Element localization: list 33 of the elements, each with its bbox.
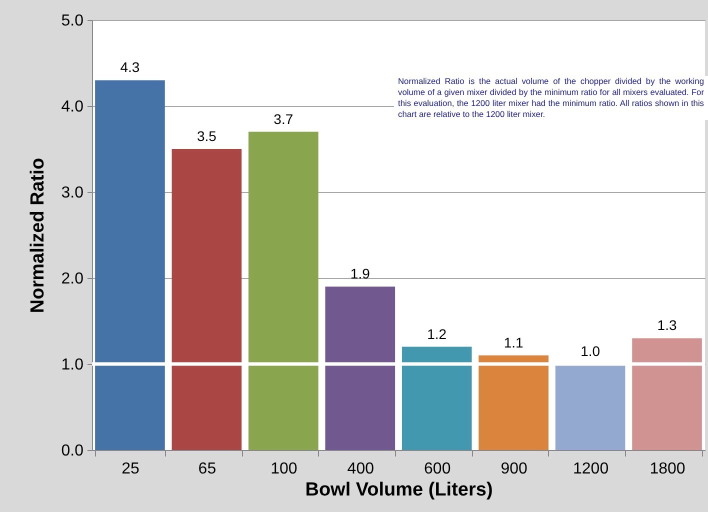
bar	[555, 364, 626, 450]
y-axis-title: Normalized Ratio	[27, 158, 48, 314]
bar	[478, 355, 548, 450]
y-tick-label: 5.0	[61, 12, 84, 30]
x-tick-label: 400	[347, 460, 374, 478]
bar	[632, 338, 702, 450]
y-tick-label: 0.0	[61, 442, 84, 460]
x-axis-title: Bowl Volume (Liters)	[305, 480, 493, 500]
data-label: 4.3	[120, 59, 140, 76]
bar	[172, 149, 242, 450]
data-label: 1.2	[427, 326, 447, 342]
x-tick-label: 65	[198, 460, 216, 478]
x-tick-label: 1200	[573, 460, 609, 478]
data-label: 3.5	[196, 128, 217, 144]
y-tick-label: 3.0	[61, 184, 84, 202]
x-tick-label: 25	[122, 460, 140, 478]
data-label: 3.7	[274, 110, 294, 127]
bar	[248, 132, 318, 450]
y-tick-label: 1.0	[61, 356, 84, 374]
y-tick-label: 2.0	[61, 270, 84, 288]
data-label: 1.3	[657, 317, 677, 334]
data-label: 1.9	[350, 266, 370, 282]
x-tick-label: 900	[500, 460, 528, 478]
x-tick-label: 1800	[650, 460, 686, 478]
bar	[402, 346, 472, 450]
data-label: 1.1	[504, 334, 524, 350]
bar	[325, 286, 396, 450]
x-tick-label: 600	[424, 460, 451, 478]
annotation: Normalized Ratio is the actual volume of the chopper divided by the working volume of a given mixer divided by the minimum ratio for all mixers evaluated. For this evaluation, the 1200 liter mixer had the minimum ratio. All ratios shown in this chart are relative to the 1200 liter mixer.	[394, 76, 708, 120]
x-tick-label: 100	[270, 460, 298, 478]
bar	[95, 80, 165, 450]
data-label: 1.0	[580, 343, 600, 359]
y-tick-label: 4.0	[61, 98, 84, 116]
